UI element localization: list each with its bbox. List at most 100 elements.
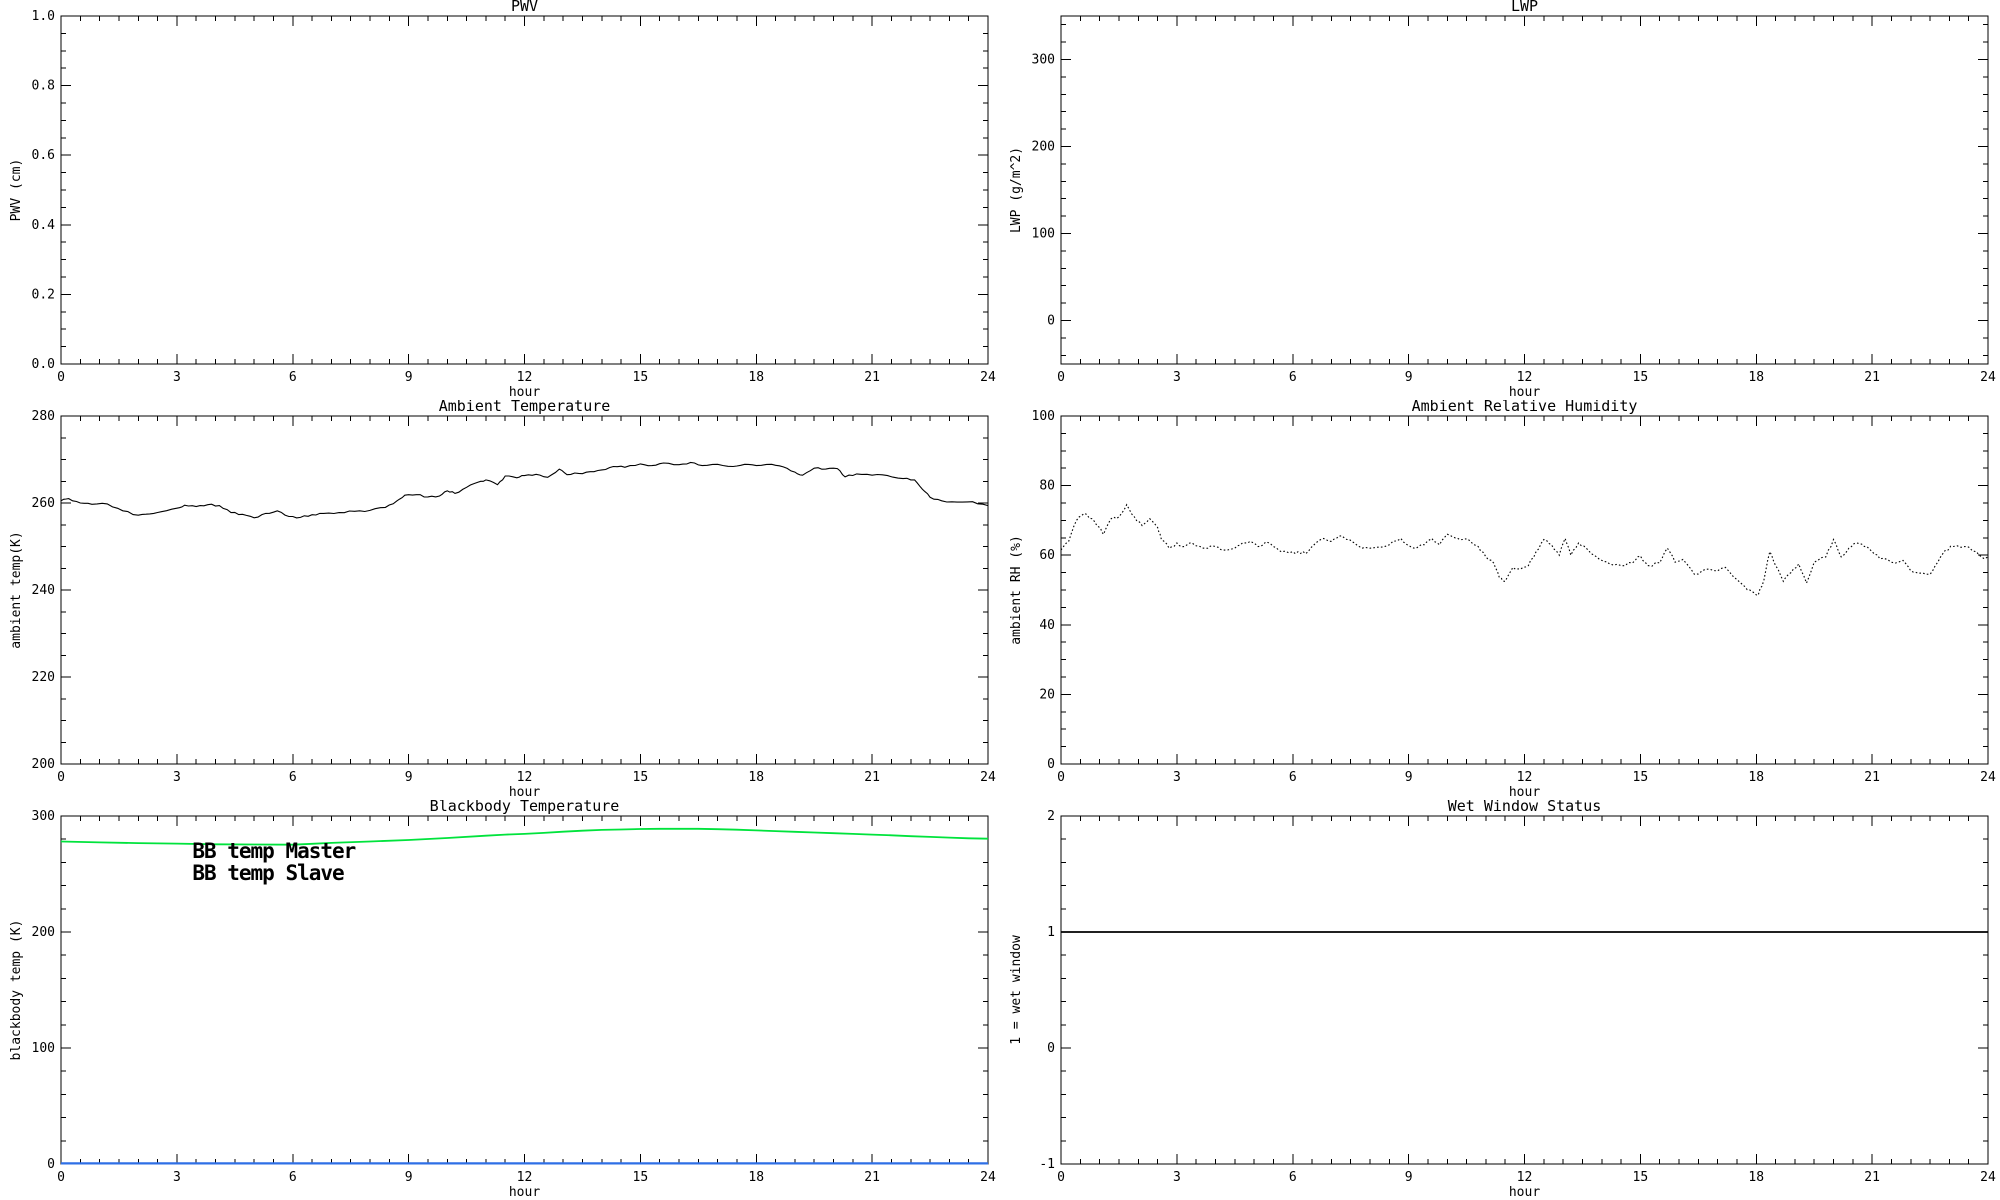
y-axis-title: blackbody temp (K) bbox=[9, 920, 24, 1061]
y-tick-label: 2 bbox=[1047, 809, 1055, 824]
x-tick-label: 21 bbox=[1864, 370, 1880, 385]
x-tick-label: 18 bbox=[748, 370, 764, 385]
x-tick-label: 3 bbox=[173, 770, 181, 785]
y-axis-title: 1 = wet window bbox=[1009, 935, 1024, 1045]
x-tick-label: 15 bbox=[633, 1170, 649, 1185]
x-tick-label: 12 bbox=[517, 1170, 533, 1185]
plot-frame bbox=[1060, 415, 1989, 765]
plot-title: Wet Window Status bbox=[1448, 800, 1602, 815]
x-tick-label: 24 bbox=[980, 370, 996, 385]
chart-pwv: 0 3 6 9 12 15 18 21 24 0.0 0.2 0.4 0.6 0.8 1.0 PWV hour P… bbox=[9, 0, 996, 400]
x-tick-label: 0 bbox=[1057, 1170, 1065, 1185]
x-tick-label: 9 bbox=[1405, 770, 1413, 785]
y-tick-label: 100 bbox=[32, 1041, 55, 1056]
x-tick-label: 15 bbox=[633, 370, 649, 385]
chart-blackbody-temperature: 0 3 6 9 12 15 18 21 24 0 100 200 300 Blackbody Temper… bbox=[9, 800, 996, 1200]
x-tick-label: 15 bbox=[633, 770, 649, 785]
cell-blackbody-temperature: 0 3 6 9 12 15 18 21 24 0 100 200 300 Blackbody Temper… bbox=[0, 800, 1000, 1200]
y-tick-label: 300 bbox=[32, 809, 55, 824]
plot-frame bbox=[60, 15, 989, 365]
y-tick-label: 20 bbox=[1039, 687, 1055, 702]
y-tick-label: -1 bbox=[1039, 1157, 1055, 1172]
x-tick-label: 15 bbox=[1633, 1170, 1649, 1185]
x-tick-label: 0 bbox=[1057, 370, 1065, 385]
x-tick-label: 15 bbox=[1633, 370, 1649, 385]
plot-title: LWP bbox=[1511, 0, 1538, 15]
cell-ambient-relative-humidity: 0 3 6 9 12 15 18 21 24 0 20 40 60 80 100 Ambient Relati… bbox=[1000, 400, 2000, 800]
legend-bb-temp-master: BB temp Master bbox=[192, 839, 355, 863]
x-tick-label: 6 bbox=[289, 1170, 297, 1185]
y-tick-label: 0.0 bbox=[32, 357, 55, 372]
x-tick-label: 6 bbox=[1289, 370, 1297, 385]
x-tick-label: 9 bbox=[405, 770, 413, 785]
y-tick-label: 0 bbox=[1047, 757, 1055, 772]
x-tick-label: 18 bbox=[748, 770, 764, 785]
x-tick-label: 6 bbox=[289, 770, 297, 785]
x-tick-label: 12 bbox=[517, 370, 533, 385]
x-axis-title: hour bbox=[509, 385, 540, 400]
x-tick-label: 24 bbox=[1980, 770, 1996, 785]
y-tick-label: 240 bbox=[32, 583, 55, 598]
cell-ambient-temperature: 0 3 6 9 12 15 18 21 24 200 220 240 260 280 Ambient Tem… bbox=[0, 400, 1000, 800]
y-tick-label: 280 bbox=[32, 409, 55, 424]
axes bbox=[60, 415, 989, 765]
cell-pwv: 0 3 6 9 12 15 18 21 24 0.0 0.2 0.4 0.6 0.8 1.0 PWV hour P… bbox=[0, 0, 1000, 400]
axes bbox=[1060, 415, 1989, 765]
y-tick-label: 220 bbox=[32, 670, 55, 685]
chart-lwp: 0 3 6 9 12 15 18 21 24 0 100 200 300 LWP hour LWP (g/m^… bbox=[1009, 0, 1996, 400]
y-axis-title: PWV (cm) bbox=[9, 159, 24, 222]
chart-ambient-relative-humidity: 0 3 6 9 12 15 18 21 24 0 20 40 60 80 100 Ambient Relati… bbox=[1009, 400, 1996, 800]
x-tick-label: 3 bbox=[1173, 370, 1181, 385]
legend-bb-temp-slave: BB temp Slave bbox=[192, 861, 344, 885]
y-axis-title: ambient temp(K) bbox=[9, 531, 24, 648]
x-tick-label: 21 bbox=[864, 1170, 880, 1185]
x-tick-label: 18 bbox=[1748, 1170, 1764, 1185]
x-axis-title: hour bbox=[509, 785, 540, 800]
plot-title: Ambient Temperature bbox=[439, 400, 611, 415]
y-tick-label: 0.4 bbox=[32, 218, 56, 233]
x-tick-label: 18 bbox=[748, 1170, 764, 1185]
x-tick-label: 9 bbox=[1405, 1170, 1413, 1185]
plot-title: Ambient Relative Humidity bbox=[1412, 400, 1638, 415]
x-tick-label: 12 bbox=[1517, 1170, 1533, 1185]
axes bbox=[60, 15, 989, 365]
y-tick-label: 260 bbox=[32, 496, 55, 511]
plot-frame bbox=[1060, 815, 1989, 1165]
series-ambient-temp bbox=[60, 461, 989, 519]
y-tick-label: 0.8 bbox=[32, 79, 55, 94]
axes bbox=[1060, 815, 1989, 1165]
x-tick-label: 3 bbox=[173, 370, 181, 385]
x-tick-label: 18 bbox=[1748, 370, 1764, 385]
x-tick-label: 21 bbox=[864, 370, 880, 385]
y-tick-label: 100 bbox=[1032, 227, 1055, 242]
axis-labels: 0 3 6 9 12 15 18 21 24 0 20 40 60 80 100 Ambient Relati… bbox=[1009, 400, 1996, 800]
x-tick-label: 18 bbox=[1748, 770, 1764, 785]
y-tick-label: 0 bbox=[1047, 1041, 1055, 1056]
series-bb-temp-slave bbox=[60, 827, 989, 846]
plot-title: PWV bbox=[511, 0, 538, 15]
y-tick-label: 0 bbox=[1047, 314, 1055, 329]
x-tick-label: 6 bbox=[1289, 770, 1297, 785]
axis-labels: 0 3 6 9 12 15 18 21 24 200 220 240 260 280 Ambient Tem… bbox=[9, 400, 996, 800]
x-tick-label: 21 bbox=[864, 770, 880, 785]
y-tick-label: 300 bbox=[1032, 53, 1055, 68]
y-tick-label: 1 bbox=[1047, 925, 1055, 940]
x-tick-label: 21 bbox=[1864, 770, 1880, 785]
x-tick-label: 0 bbox=[57, 370, 65, 385]
y-tick-label: 200 bbox=[32, 925, 55, 940]
x-tick-label: 12 bbox=[1517, 770, 1533, 785]
axis-labels: 0 3 6 9 12 15 18 21 24 0 100 200 300 Blackbody Temper… bbox=[9, 800, 996, 1200]
x-tick-label: 0 bbox=[57, 770, 65, 785]
y-axis-title: ambient RH (%) bbox=[1009, 535, 1024, 645]
plot-title: Blackbody Temperature bbox=[430, 800, 620, 815]
x-tick-label: 6 bbox=[289, 370, 297, 385]
axes bbox=[1060, 15, 1989, 365]
x-tick-label: 9 bbox=[1405, 370, 1413, 385]
y-tick-label: 60 bbox=[1039, 548, 1055, 563]
y-tick-label: 1.0 bbox=[32, 9, 55, 24]
y-tick-label: 100 bbox=[1032, 409, 1055, 424]
x-tick-label: 9 bbox=[405, 1170, 413, 1185]
